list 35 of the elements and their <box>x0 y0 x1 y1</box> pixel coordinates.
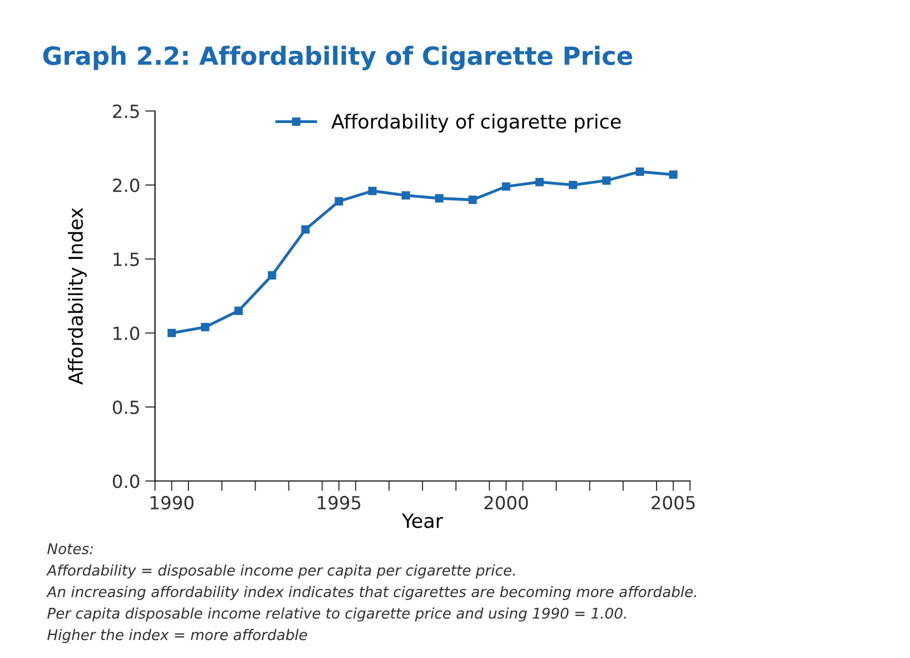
point <box>568 180 578 190</box>
point <box>535 178 544 186</box>
y-tick-label: 0.0 <box>112 474 140 488</box>
y-tick-label: 1.0 <box>114 326 140 340</box>
x-tick-label: 1995 <box>318 496 360 510</box>
text: An increasing affordability index indicates that cigarettes are becoming more affordable. <box>46 586 696 600</box>
y-tick-label: 0.5 <box>112 400 139 414</box>
point <box>669 170 678 179</box>
text: Higher the index = more affordable <box>47 628 308 644</box>
y-tick-label: 2.0 <box>113 178 140 192</box>
point <box>301 225 310 234</box>
text: Notes: <box>47 543 93 554</box>
point <box>402 191 410 200</box>
point <box>636 168 644 176</box>
x-tick-label: 2000 <box>484 496 528 510</box>
point <box>200 322 210 332</box>
point <box>602 176 611 185</box>
x-tick-label: 1990 <box>150 496 194 510</box>
x-axis-title: Year <box>402 514 444 528</box>
point <box>468 196 477 204</box>
text: Per capita disposable income relative to cigarette price and using 1990 = 1.00. <box>47 607 626 622</box>
y-tick-label: 1.5 <box>114 252 139 266</box>
text: Affordability = disposable income per capita per cigarette price. <box>46 564 515 579</box>
point <box>234 306 243 315</box>
y-axis-title: Affordability Index <box>68 208 87 385</box>
point <box>368 186 377 196</box>
x-tick-label: 2005 <box>652 496 695 510</box>
point <box>502 182 510 191</box>
chart-title: Graph 2.2: Affordability of Cigarette Price <box>43 46 632 70</box>
point <box>268 271 276 280</box>
point <box>168 328 176 338</box>
y-tick-label: 2.5 <box>113 104 139 118</box>
legend-label: Affordability of cigarette price <box>331 114 621 133</box>
point <box>435 194 444 202</box>
point <box>334 197 344 206</box>
